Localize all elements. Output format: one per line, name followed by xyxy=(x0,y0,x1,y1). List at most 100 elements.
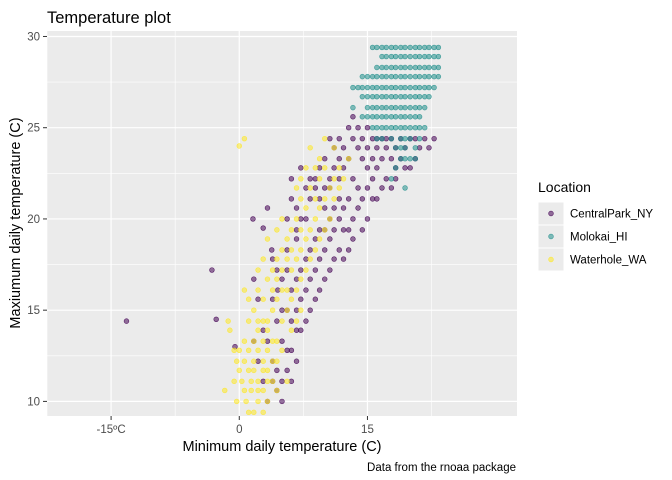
data-point xyxy=(322,156,328,162)
y-tick-label: 20 xyxy=(27,214,40,226)
data-point xyxy=(364,93,371,100)
data-point xyxy=(307,185,313,191)
data-point xyxy=(336,135,342,142)
data-point xyxy=(307,276,313,282)
data-point xyxy=(422,125,428,131)
data-point xyxy=(293,318,300,324)
data-point xyxy=(359,135,366,142)
data-point xyxy=(359,156,366,162)
x-axis-label: Minimum daily temperature (C) xyxy=(182,439,381,455)
data-point xyxy=(388,176,395,182)
data-point xyxy=(364,185,371,191)
data-point xyxy=(355,125,361,131)
data-point xyxy=(123,318,130,324)
data-point xyxy=(231,378,237,385)
data-point xyxy=(303,318,309,324)
data-point xyxy=(279,276,285,282)
data-point xyxy=(322,185,328,191)
data-point xyxy=(312,267,319,273)
data-point xyxy=(260,256,266,262)
data-point xyxy=(312,247,319,253)
data-point xyxy=(383,125,389,131)
data-point xyxy=(392,165,399,171)
chart-caption: Data from the rnoaa package xyxy=(367,462,516,474)
data-point xyxy=(422,104,428,111)
data-point xyxy=(251,367,257,374)
data-point xyxy=(331,196,337,202)
data-point xyxy=(407,135,413,142)
data-point xyxy=(369,196,376,202)
data-point xyxy=(227,327,233,333)
data-point xyxy=(322,276,328,282)
data-point xyxy=(322,205,328,211)
data-point xyxy=(379,185,385,191)
data-point xyxy=(279,267,285,273)
data-point xyxy=(407,125,413,131)
data-point xyxy=(407,165,413,171)
data-point xyxy=(402,93,408,100)
data-point xyxy=(327,135,333,142)
data-point xyxy=(431,135,437,142)
x-axis: -15ºC 0 15 xyxy=(97,416,374,436)
data-point xyxy=(284,236,290,242)
data-point xyxy=(298,247,304,253)
data-point xyxy=(234,358,240,364)
data-point xyxy=(274,367,280,374)
data-point xyxy=(355,205,361,211)
data-point xyxy=(388,185,395,191)
data-point xyxy=(236,367,242,374)
data-point xyxy=(416,125,423,131)
data-point xyxy=(245,367,252,374)
data-point xyxy=(298,227,304,233)
data-point xyxy=(359,93,366,100)
data-point xyxy=(269,378,276,385)
data-point xyxy=(279,347,285,354)
data-point xyxy=(245,318,252,324)
data-point xyxy=(245,347,252,354)
data-point xyxy=(364,104,371,111)
data-point xyxy=(255,287,261,293)
data-point xyxy=(241,338,248,344)
data-point xyxy=(293,216,300,222)
data-point xyxy=(298,276,304,282)
data-point xyxy=(369,156,376,162)
data-point xyxy=(312,165,319,171)
minor-gridlines xyxy=(46,31,517,416)
data-point xyxy=(379,135,385,142)
data-point xyxy=(293,236,300,242)
data-point xyxy=(383,73,389,80)
data-point xyxy=(279,338,285,344)
data-point xyxy=(274,276,280,282)
data-point xyxy=(379,156,385,162)
data-point xyxy=(364,73,371,80)
data-point xyxy=(374,64,380,71)
data-point xyxy=(316,287,323,293)
data-point xyxy=(435,53,442,60)
data-point xyxy=(416,135,423,142)
data-point xyxy=(231,347,237,354)
data-point xyxy=(331,165,337,171)
data-point xyxy=(260,409,266,416)
data-point xyxy=(284,216,290,222)
data-point xyxy=(288,247,295,253)
data-point xyxy=(222,387,228,394)
data-point xyxy=(402,165,408,171)
data-point xyxy=(336,185,342,191)
data-point xyxy=(350,104,356,111)
data-point xyxy=(412,145,419,151)
data-point xyxy=(255,296,261,302)
data-point xyxy=(340,227,347,233)
data-point xyxy=(426,84,432,91)
data-point xyxy=(327,185,333,191)
data-point xyxy=(264,367,271,374)
data-point xyxy=(241,387,248,394)
data-point xyxy=(307,307,313,313)
data-point xyxy=(392,114,399,120)
data-point xyxy=(248,378,254,385)
y-tick-label: 25 xyxy=(27,123,40,135)
data-point xyxy=(383,53,389,60)
data-point xyxy=(269,307,276,313)
data-point xyxy=(322,135,328,142)
data-point xyxy=(236,143,242,149)
data-point xyxy=(331,227,337,233)
